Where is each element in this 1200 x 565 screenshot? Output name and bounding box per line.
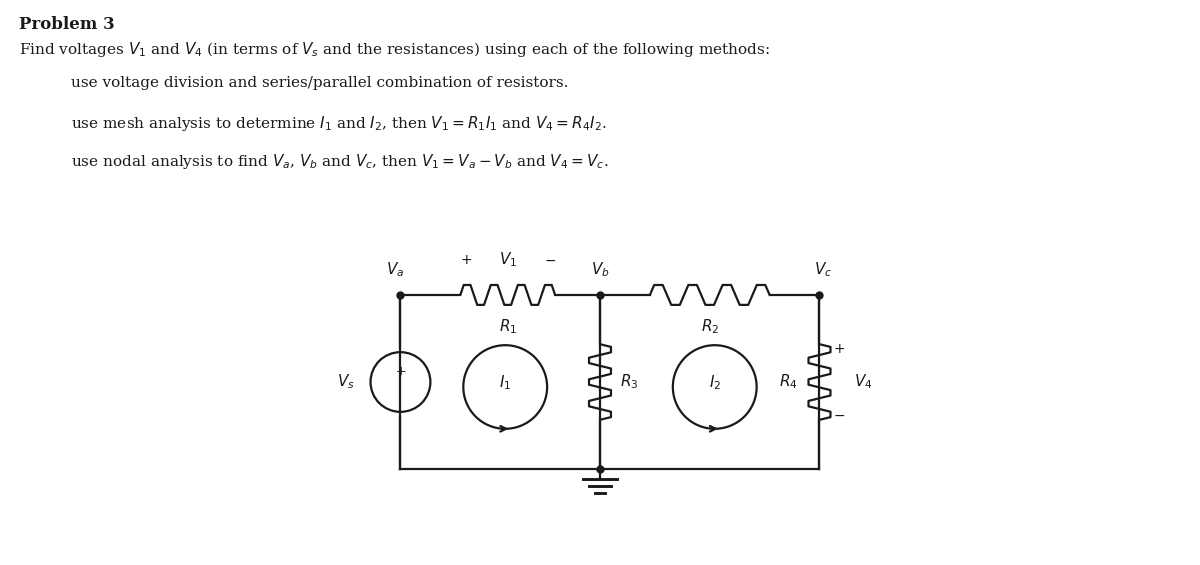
Text: $R_3$: $R_3$ — [620, 373, 638, 392]
Text: $R_4$: $R_4$ — [779, 373, 798, 392]
Text: $I_1$: $I_1$ — [499, 373, 511, 392]
Text: $V_a$: $V_a$ — [386, 260, 404, 279]
Text: use nodal analysis to find $V_a$, $V_b$ and $V_c$, then $V_1 = V_a - V_b$ and $V: use nodal analysis to find $V_a$, $V_b$ … — [71, 151, 608, 171]
Text: $+$: $+$ — [833, 342, 846, 356]
Text: Problem 3: Problem 3 — [19, 16, 115, 33]
Text: $R_2$: $R_2$ — [701, 317, 719, 336]
Text: $+$: $+$ — [460, 253, 472, 267]
Text: $I_2$: $I_2$ — [709, 373, 721, 392]
Text: $V_s$: $V_s$ — [337, 373, 354, 392]
Text: use voltage division and series/parallel combination of resistors.: use voltage division and series/parallel… — [71, 76, 569, 90]
Text: use mesh analysis to determine $I_1$ and $I_2$, then $V_1 = R_1 I_1$ and $V_4 = : use mesh analysis to determine $I_1$ and… — [71, 114, 607, 133]
Text: $V_1$: $V_1$ — [499, 250, 517, 269]
Text: $R_1$: $R_1$ — [498, 317, 517, 336]
Text: $V_4$: $V_4$ — [854, 373, 872, 392]
Text: $-$: $-$ — [544, 253, 556, 267]
Text: +: + — [395, 364, 406, 377]
Text: $V_c$: $V_c$ — [815, 260, 833, 279]
Text: $-$: $-$ — [833, 408, 846, 422]
Text: $V_b$: $V_b$ — [590, 260, 610, 279]
Text: Find voltages $V_1$ and $V_4$ (in terms of $V_s$ and the resistances) using each: Find voltages $V_1$ and $V_4$ (in terms … — [19, 40, 770, 59]
